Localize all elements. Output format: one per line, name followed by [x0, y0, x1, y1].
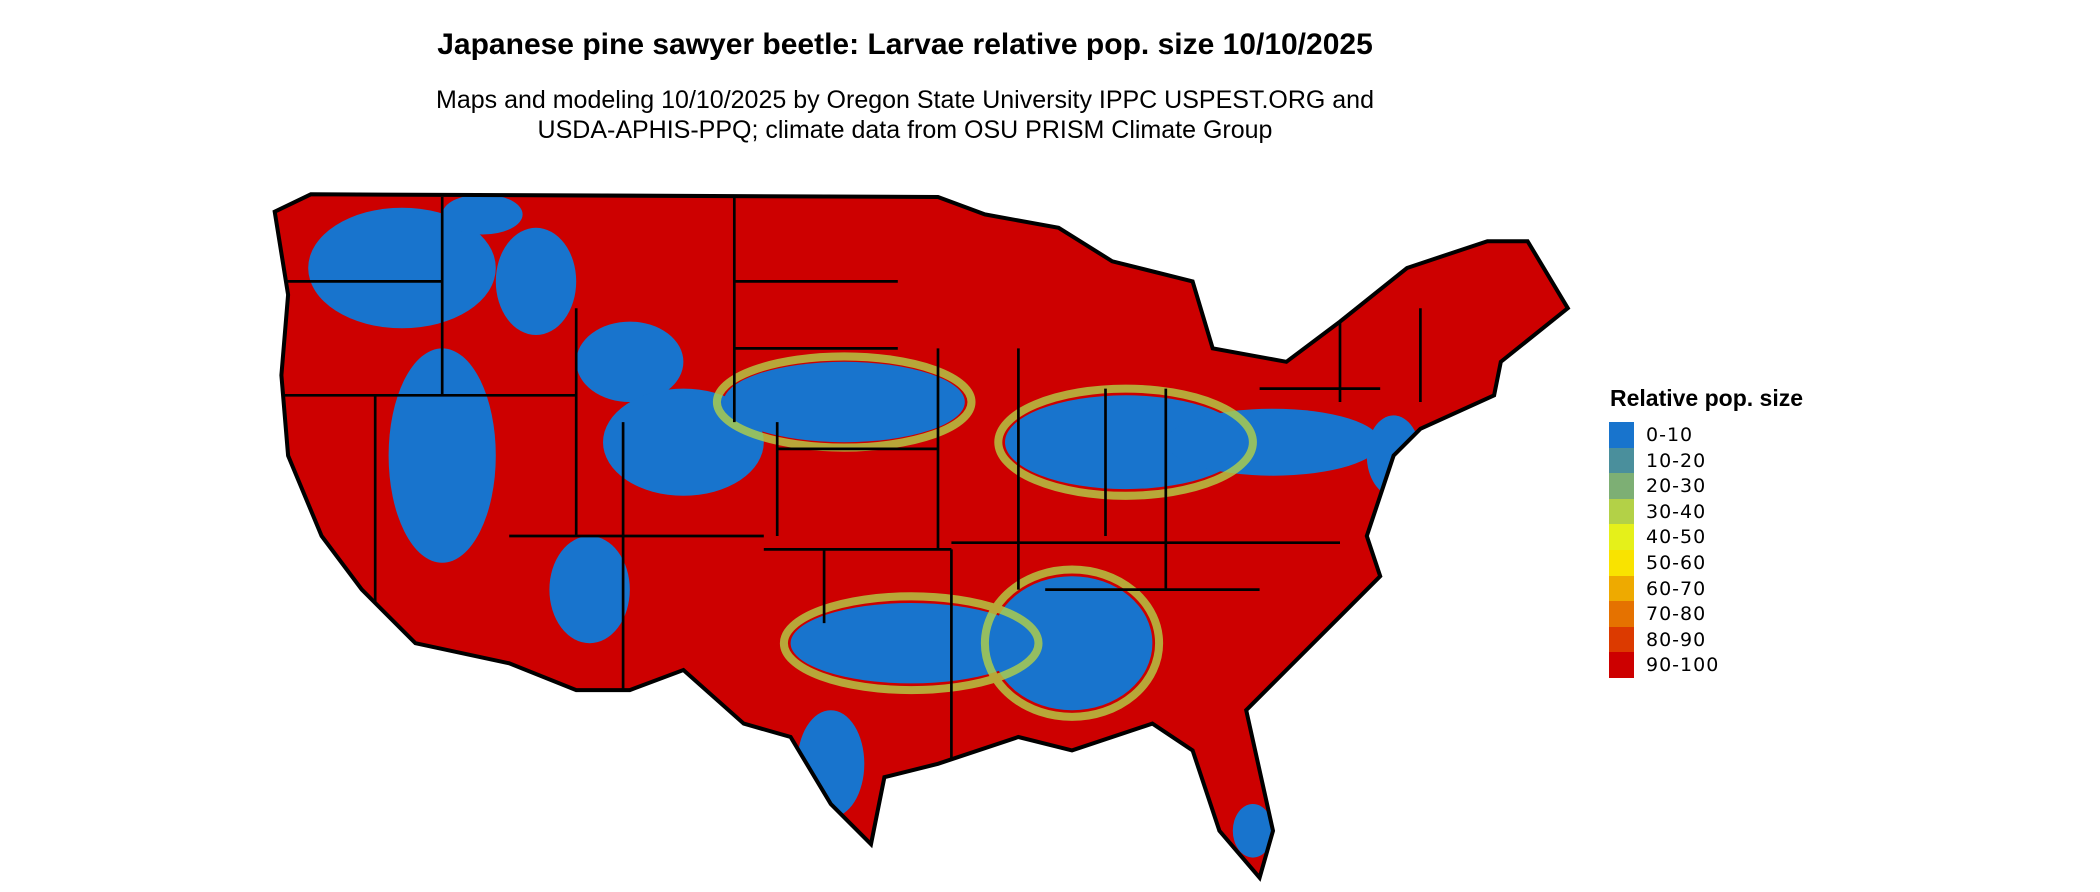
legend-item: 90-100	[1609, 652, 1720, 679]
legend-item: 50-60	[1609, 550, 1706, 576]
legend-label: 80-90	[1646, 628, 1707, 651]
legend-swatch	[1609, 601, 1634, 628]
legend-label: 90-100	[1646, 654, 1720, 677]
low-population-areas	[308, 194, 1421, 858]
legend-label: 50-60	[1646, 552, 1707, 574]
legend-swatch	[1609, 498, 1634, 525]
legend-item: 60-70	[1609, 575, 1707, 602]
legend-swatch	[1609, 422, 1634, 448]
legend-title: Relative pop. size	[1610, 385, 1804, 411]
legend-label: 60-70	[1646, 577, 1707, 600]
legend-swatch	[1609, 626, 1634, 653]
legend-label: 30-40	[1646, 500, 1707, 523]
legend-item: 80-90	[1609, 626, 1707, 653]
legend-swatch	[1609, 550, 1634, 576]
legend-swatch	[1609, 575, 1634, 602]
legend-item: 30-40	[1609, 498, 1707, 525]
legend-item: 0-10	[1609, 422, 1693, 448]
map-title: Japanese pine sawyer beetle: Larvae rela…	[437, 28, 1373, 61]
legend-item: 20-30	[1609, 473, 1707, 500]
legend-label: 70-80	[1646, 603, 1707, 626]
legend-swatch	[1609, 473, 1634, 500]
legend-label: 20-30	[1646, 475, 1707, 498]
legend-label: 10-20	[1646, 449, 1707, 472]
legend-item: 40-50	[1609, 524, 1707, 551]
transition-areas	[712, 352, 1257, 721]
legend-label: 40-50	[1646, 526, 1707, 549]
legend-swatch	[1609, 447, 1634, 474]
legend-swatch	[1609, 652, 1634, 679]
legend-item: 10-20	[1609, 447, 1707, 474]
legend-item: 70-80	[1609, 601, 1707, 628]
state-boundaries	[281, 196, 1422, 764]
legend-label: 0-10	[1646, 424, 1694, 446]
legend-swatch	[1609, 524, 1634, 551]
map-subtitle-line-1: Maps and modeling 10/10/2025 by Oregon S…	[436, 86, 1374, 114]
map-subtitle-line-2: USDA-APHIS-PPQ; climate data from OSU PR…	[537, 116, 1273, 144]
